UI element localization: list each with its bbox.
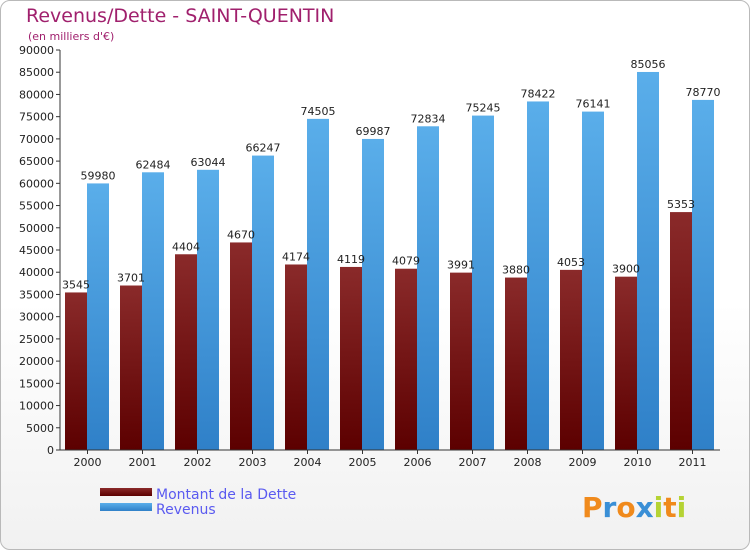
bar-revenus <box>142 172 164 450</box>
value-label-revenus: 85056 <box>631 58 666 71</box>
legend: Montant de la Dette Revenus <box>100 487 296 518</box>
y-tick-label: 65000 <box>19 155 54 168</box>
bar-revenus <box>527 101 549 451</box>
value-label-revenus: 63044 <box>191 156 226 169</box>
bar-revenus <box>692 99 714 451</box>
x-tick-label: 2004 <box>294 456 322 469</box>
bar-debt <box>120 285 142 450</box>
value-label-debt: 3991 <box>447 259 475 272</box>
bar-debt <box>175 254 197 450</box>
x-tick-label: 2000 <box>74 456 102 469</box>
bar-revenus <box>417 126 439 450</box>
value-label-debt: 4670 <box>227 228 255 241</box>
bar-revenus <box>197 169 219 450</box>
proxiti-logo: Proxiti <box>582 491 686 524</box>
logo-letter: x <box>636 491 654 524</box>
value-label-debt: 4119 <box>337 253 365 266</box>
bar-debt <box>615 276 637 450</box>
chart-subtitle: (en milliers d'€) <box>28 30 114 43</box>
value-label-revenus: 74505 <box>301 105 336 118</box>
value-label-revenus: 72834 <box>411 112 446 125</box>
value-labels-group: 3545 59980 3701 62484 4404 63044 4670 66247 4174… <box>62 58 721 291</box>
legend-swatch-revenus <box>100 503 152 511</box>
bar-debt <box>340 266 362 450</box>
legend-swatch-debt <box>100 488 152 496</box>
y-tick-label: 85000 <box>19 66 54 79</box>
y-axis: 0 5000 10000 15000 20000 25000 30000 35000 40000… <box>19 44 61 457</box>
y-tick-label: 5000 <box>26 422 54 435</box>
value-label-revenus: 75245 <box>466 102 501 115</box>
x-tick-label: 2001 <box>129 456 157 469</box>
y-tick-label: 0 <box>47 444 54 457</box>
y-tick-label: 25000 <box>19 333 54 346</box>
bar-revenus <box>362 138 384 451</box>
y-tick-label: 30000 <box>19 311 54 324</box>
bar-revenus <box>472 115 494 451</box>
value-label-revenus: 66247 <box>246 142 281 155</box>
logo-letter: r <box>603 491 617 524</box>
x-tick-label: 2007 <box>459 456 487 469</box>
value-label-revenus: 78770 <box>686 86 721 99</box>
x-tick-label: 2006 <box>404 456 432 469</box>
y-tick-label: 60000 <box>19 177 54 190</box>
value-label-debt: 3545 <box>62 278 90 291</box>
value-label-revenus: 62484 <box>136 158 171 171</box>
bar-debt <box>65 292 87 450</box>
value-label-debt: 5353 <box>667 198 695 211</box>
value-label-debt: 3880 <box>502 264 530 277</box>
logo-letter: i <box>654 491 664 524</box>
bar-debt <box>285 264 307 450</box>
x-tick-label: 2009 <box>569 456 597 469</box>
bar-revenus <box>252 155 274 450</box>
x-tick-label: 2005 <box>349 456 377 469</box>
y-tick-label: 80000 <box>19 88 54 101</box>
bar-debt <box>670 212 692 450</box>
y-tick-label: 55000 <box>19 200 54 213</box>
y-tick-label: 40000 <box>19 266 54 279</box>
value-label-debt: 4404 <box>172 240 200 253</box>
bar-revenus <box>307 118 329 450</box>
value-label-revenus: 76141 <box>576 98 611 111</box>
bar-debt <box>230 242 252 450</box>
logo-letter: P <box>582 491 603 524</box>
value-label-revenus: 69987 <box>356 125 391 138</box>
y-tick-label: 75000 <box>19 111 54 124</box>
bar-revenus <box>87 183 109 450</box>
bar-revenus <box>637 71 659 451</box>
y-tick-label: 45000 <box>19 244 54 257</box>
x-tick-label: 2008 <box>514 456 542 469</box>
x-tick-label: 2010 <box>624 456 652 469</box>
value-label-revenus: 78422 <box>521 87 556 100</box>
x-tick-label: 2002 <box>184 456 212 469</box>
y-tick-label: 90000 <box>19 44 54 57</box>
y-tick-label: 70000 <box>19 133 54 146</box>
bar-revenus <box>582 111 604 451</box>
x-tick-label: 2003 <box>239 456 267 469</box>
value-label-debt: 3701 <box>117 272 145 285</box>
bar-debt <box>560 269 582 450</box>
y-tick-label: 50000 <box>19 222 54 235</box>
bar-debt <box>395 268 417 450</box>
chart-title: Revenus/Dette - SAINT-QUENTIN <box>26 5 334 27</box>
value-label-debt: 3900 <box>612 263 640 276</box>
x-tick-label: 2011 <box>679 456 707 469</box>
value-label-debt: 4053 <box>557 256 585 269</box>
y-tick-label: 10000 <box>19 400 54 413</box>
bars-group <box>65 71 714 451</box>
bar-debt <box>505 277 527 450</box>
y-tick-label: 15000 <box>19 377 54 390</box>
logo-letter: i <box>677 491 687 524</box>
legend-label-revenus: Revenus <box>156 502 216 518</box>
logo-letter: o <box>616 491 635 524</box>
y-tick-label: 20000 <box>19 355 54 368</box>
logo-letter: t <box>663 491 676 524</box>
y-tick-label: 35000 <box>19 288 54 301</box>
value-label-debt: 4174 <box>282 250 310 263</box>
value-label-revenus: 59980 <box>81 169 116 182</box>
bar-debt <box>450 272 472 450</box>
legend-label-debt: Montant de la Dette <box>156 487 296 503</box>
value-label-debt: 4079 <box>392 255 420 268</box>
x-axis: 2000 2001 2002 2003 2004 2005 2006 2007 2008 2009… <box>60 449 720 469</box>
